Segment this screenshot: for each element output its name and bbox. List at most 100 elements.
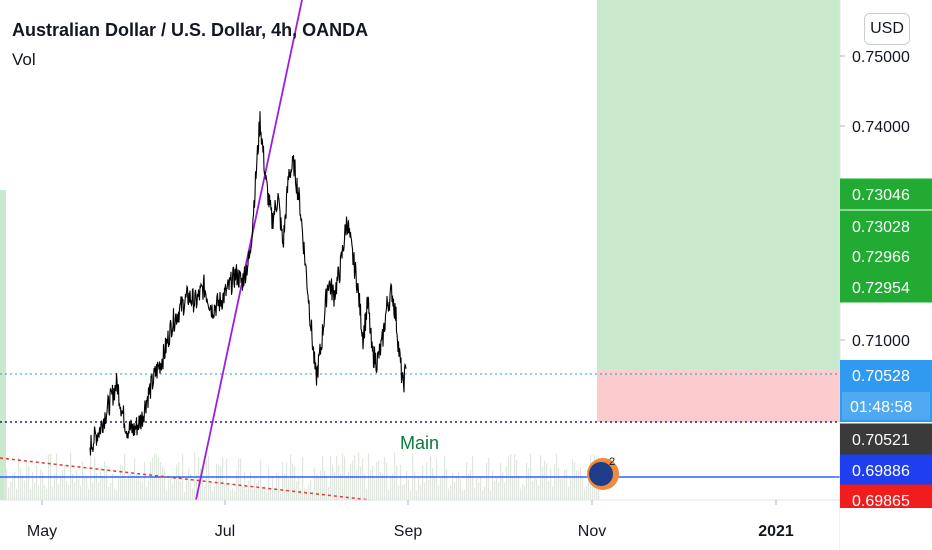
volume-bar <box>296 481 298 500</box>
volume-indicator-label[interactable]: Vol <box>12 50 36 69</box>
profit-zone[interactable] <box>597 0 840 371</box>
volume-bar <box>432 468 434 500</box>
volume-bar <box>402 485 404 500</box>
y-tick-label-0.71000: 0.71000 <box>852 333 910 350</box>
price-badge-0.70528[interactable] <box>840 360 932 422</box>
volume-bar <box>262 486 264 500</box>
volume-bar <box>536 479 538 500</box>
volume-bar <box>118 475 120 500</box>
volume-bar <box>282 461 284 500</box>
volume-bar <box>366 488 368 500</box>
price-badge-text: 0.72966 <box>852 249 910 266</box>
volume-bar <box>446 469 448 500</box>
volume-bar <box>32 472 34 500</box>
volume-bar <box>162 466 164 500</box>
volume-bar <box>408 479 410 500</box>
price-badge-0.72966[interactable] <box>840 240 932 272</box>
volume-bar <box>534 477 536 500</box>
price-badge-0.69886[interactable] <box>840 454 932 486</box>
volume-bar <box>390 477 392 500</box>
volume-bar <box>28 465 30 500</box>
volume-bar <box>278 475 280 500</box>
volume-bar <box>558 467 560 500</box>
volume-bar <box>36 465 38 500</box>
volume-bar <box>492 470 494 500</box>
volume-bar <box>344 456 346 500</box>
volume-bar <box>332 465 334 500</box>
volume-bar <box>426 462 428 500</box>
volume-bar <box>58 484 60 500</box>
volume-bar <box>382 474 384 500</box>
volume-bar <box>46 489 48 500</box>
price-badge-0.70521[interactable] <box>840 423 932 455</box>
volume-bar <box>548 480 550 500</box>
volume-bar <box>170 477 172 500</box>
volume-bar <box>386 463 388 500</box>
volume-bar <box>330 456 332 500</box>
volume-bar <box>100 467 102 500</box>
volume-bar <box>284 473 286 500</box>
volume-bar <box>138 474 140 500</box>
volume-bar <box>212 491 214 500</box>
volume-bar <box>274 487 276 500</box>
volume-bar <box>480 476 482 500</box>
main-annotation: Main <box>400 433 439 453</box>
volume-bar <box>314 467 316 500</box>
volume-bar <box>20 468 22 500</box>
volume-bar <box>376 461 378 500</box>
volume-bar <box>272 475 274 500</box>
volume-bar <box>380 471 382 500</box>
volume-bar <box>438 484 440 500</box>
volume-bar <box>394 452 396 500</box>
volume-bar <box>126 479 128 500</box>
volume-bar <box>232 488 234 500</box>
price-badge-text: 0.70521 <box>852 432 910 449</box>
volume-bar <box>474 487 476 500</box>
volume-bar <box>450 485 452 500</box>
volume-bar <box>114 488 116 500</box>
volume-bar <box>54 474 56 500</box>
volume-bar <box>464 489 466 500</box>
x-tick-label-jul: Jul <box>215 523 235 540</box>
volume-bar <box>160 462 162 500</box>
volume-bar <box>414 471 416 500</box>
volume-bar <box>128 474 130 500</box>
volume-bar <box>520 488 522 500</box>
volume-bar <box>82 461 84 500</box>
volume-bar <box>350 463 352 500</box>
red-trend-line[interactable] <box>0 457 371 501</box>
volume-bar <box>300 488 302 500</box>
loss-zone[interactable] <box>597 370 840 422</box>
clock-badge <box>842 392 930 420</box>
volume-bar <box>96 473 98 500</box>
axis-corner <box>840 508 932 550</box>
volume-bar <box>184 491 186 500</box>
volume-bar <box>506 466 508 500</box>
volume-bar <box>252 489 254 500</box>
volume-bar <box>180 481 182 500</box>
currency-button[interactable]: USD <box>864 13 910 45</box>
volume-bar <box>92 482 94 500</box>
volume-bar <box>360 466 362 500</box>
purple-trend-line[interactable] <box>195 0 303 501</box>
volume-bar <box>436 458 438 500</box>
volume-bar <box>428 479 430 500</box>
volume-bar <box>198 457 200 500</box>
price-badge-text: 0.73028 <box>852 219 910 236</box>
volume-bar <box>364 474 366 500</box>
volume-bar <box>166 491 168 500</box>
price-badge-0.73046[interactable] <box>840 178 932 210</box>
volume-bar <box>486 462 488 500</box>
price-badge-0.72954[interactable] <box>840 271 932 303</box>
volume-bar <box>420 484 422 500</box>
volume-bar <box>12 474 14 500</box>
volume-bar <box>460 478 462 500</box>
volume-bar <box>224 482 226 500</box>
volume-bar <box>580 467 582 500</box>
volume-bar <box>72 474 74 500</box>
volume-bar <box>496 478 498 500</box>
volume-bar <box>336 455 338 500</box>
price-badge-0.73028[interactable] <box>840 210 932 242</box>
volume-bar <box>466 462 468 500</box>
